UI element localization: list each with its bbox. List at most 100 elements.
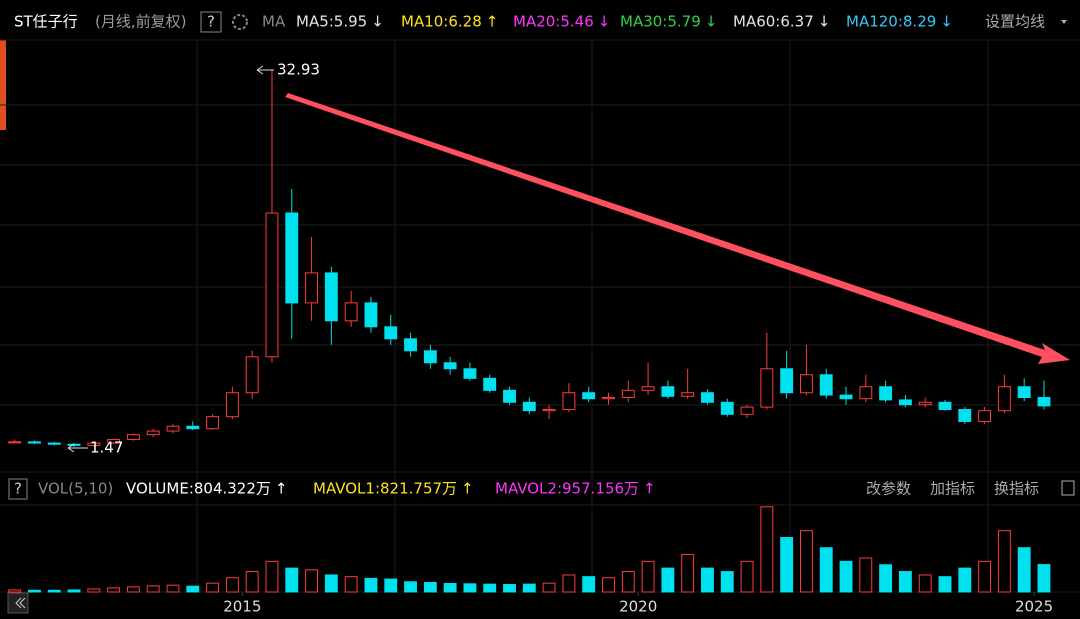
candle-body (285, 212, 299, 304)
volume-bar (720, 571, 734, 593)
candle-body (740, 406, 754, 415)
candle-body (720, 401, 734, 415)
candle-body (582, 392, 596, 400)
volume-bar (404, 581, 417, 593)
candle-body (780, 368, 794, 394)
volume-bars (8, 506, 1051, 593)
volume-bar (542, 582, 556, 593)
candle-body (245, 356, 259, 394)
legend-label: MA20:5.46 (513, 13, 594, 31)
volume-bar (799, 530, 813, 593)
candle-body (225, 392, 239, 418)
volume-bar (285, 567, 299, 593)
volume-bar (918, 574, 932, 593)
legend-arrow: ↓ (940, 13, 953, 31)
candle-body (126, 434, 140, 440)
volume-bar (701, 567, 714, 593)
volume-bar (483, 583, 497, 593)
candle-body (799, 374, 813, 394)
legend-arrow: ↑ (643, 480, 656, 498)
candle-body (344, 302, 358, 322)
legend-label: MA10:6.28 (401, 13, 482, 31)
volume-bar (1037, 564, 1051, 593)
candle-body (384, 326, 398, 340)
volume-bar (423, 581, 437, 593)
candle-body (1017, 386, 1031, 399)
legend-arrow: ↓ (705, 13, 718, 31)
candle-body (265, 212, 279, 358)
candle-body (839, 394, 853, 400)
volume-bar (28, 589, 41, 593)
ma-label: MA (262, 13, 286, 31)
dropdown-icon[interactable] (1061, 20, 1067, 24)
volume-bar (8, 589, 22, 593)
volume-bar (661, 567, 675, 593)
candle-body (681, 392, 695, 397)
legend-label: MA60:6.37 (733, 13, 814, 31)
volume-bar (879, 564, 893, 593)
candle-body (87, 442, 101, 446)
candle-body (8, 441, 22, 444)
candle-body (146, 430, 160, 436)
candle-body (186, 425, 200, 430)
volume-bar (681, 554, 695, 593)
candle-body (958, 408, 972, 422)
candle-body (819, 374, 833, 396)
button[interactable]: 改参数 (866, 480, 911, 498)
legend-label: MA30:5.79 (620, 13, 701, 31)
scroll-icon[interactable] (15, 597, 26, 609)
volume-bar (1017, 547, 1031, 593)
volume-bar (166, 584, 180, 593)
candle-body (701, 392, 714, 403)
candle-body (997, 386, 1011, 412)
x-tick-label: 2015 (223, 598, 261, 616)
candle-body (542, 408, 556, 412)
help-box[interactable] (200, 11, 222, 33)
volume-bar (344, 576, 358, 593)
annotation-arrow (67, 443, 75, 453)
x-axis: 2015 2020 2025 (223, 592, 1053, 616)
help[interactable]: ? (207, 13, 215, 31)
period: (月线,前复权) (95, 13, 186, 31)
gear-icon[interactable] (232, 14, 248, 30)
candle-body (1037, 397, 1051, 407)
low-annotation: 1.47 (90, 439, 123, 457)
candle-body (28, 441, 41, 444)
volume-bar (384, 578, 398, 593)
candle-body (364, 302, 378, 328)
legend-arrow: ↑ (275, 480, 288, 498)
help[interactable]: ? (14, 480, 22, 498)
button[interactable]: 加指标 (930, 480, 975, 498)
candle-body (938, 401, 952, 410)
legend-arrow: ↓ (818, 13, 831, 31)
volume-bar (47, 589, 61, 593)
volume-bar (67, 589, 81, 593)
candle-body (305, 272, 319, 304)
volume-bar (364, 577, 378, 593)
candle-body (898, 399, 912, 406)
stock-name: ST任子行 (14, 13, 78, 31)
volume-bar (958, 567, 972, 593)
volume-bar (780, 536, 794, 593)
x-tick-label: 2020 (619, 598, 657, 616)
volume-bar (839, 560, 853, 593)
volume-bar (859, 557, 873, 593)
volume-bar (245, 571, 259, 593)
candle-body (47, 442, 61, 445)
volume-bar (562, 574, 576, 593)
volume-bar (324, 574, 338, 593)
legend-label: MAVOL2:957.156万 (495, 480, 639, 498)
volume-bar (740, 560, 754, 593)
scroll-button[interactable] (7, 592, 29, 614)
help-box[interactable] (8, 478, 28, 500)
legend-label: VOLUME:804.322万 (126, 480, 271, 498)
settings[interactable]: 设置均线 (985, 13, 1045, 31)
candle-body (166, 425, 180, 432)
panel-icon[interactable] (1061, 480, 1075, 496)
volume-bar (443, 582, 457, 593)
candle-body (324, 272, 338, 322)
legend-label: MAVOL1:821.757万 (313, 480, 457, 498)
button[interactable]: 换指标 (994, 480, 1039, 498)
